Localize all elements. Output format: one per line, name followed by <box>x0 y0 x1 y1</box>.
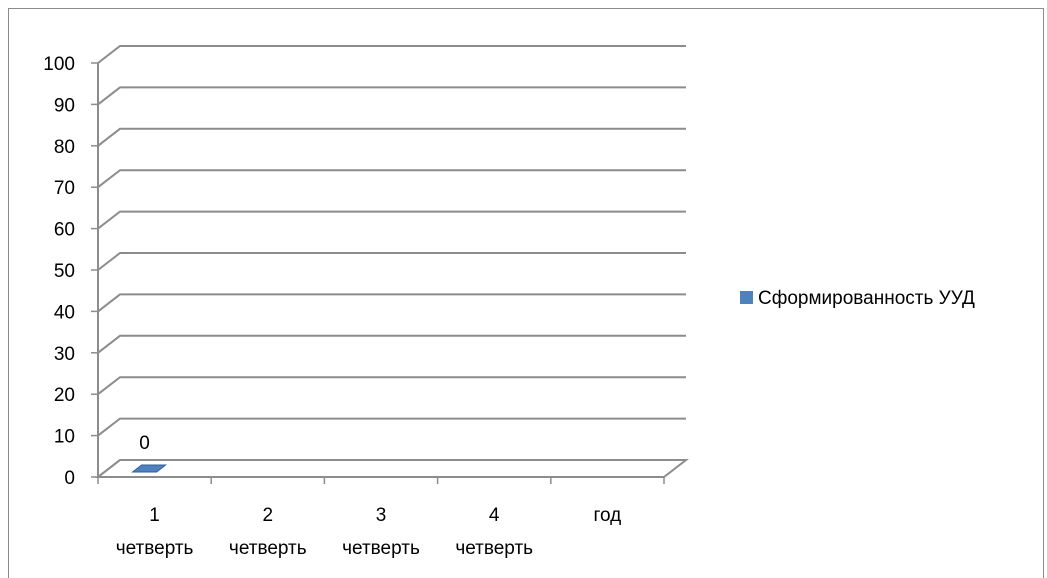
x-tick-label: четверть <box>229 538 307 559</box>
legend-label: Сформированность УУД <box>758 288 975 309</box>
gridline <box>97 169 686 188</box>
x-tick-label: 4 <box>489 505 500 526</box>
gridlines <box>97 45 686 478</box>
y-tick-label: 50 <box>54 261 75 282</box>
y-tick-label: 60 <box>54 220 75 241</box>
gridline <box>97 293 686 313</box>
gridline <box>97 210 686 230</box>
axes <box>91 62 689 484</box>
x-tick-label: 3 <box>376 505 387 526</box>
gridline <box>97 45 686 64</box>
bar-top <box>131 464 168 473</box>
x-tick-label: 2 <box>263 505 274 526</box>
x-tick-label: четверть <box>455 538 533 559</box>
y-tick-label: 20 <box>54 385 75 406</box>
data-label: 0 <box>139 433 150 454</box>
x-tick-label: 1 <box>149 505 160 526</box>
gridline <box>97 252 686 271</box>
y-tick-label: 30 <box>54 344 75 365</box>
legend-swatch <box>740 291 753 304</box>
floor <box>95 459 689 478</box>
gridline <box>97 127 686 147</box>
y-tick-label: 10 <box>54 427 75 448</box>
labels: 01020304050607080901001четверть2четверть… <box>43 54 621 559</box>
y-tick-label: 40 <box>54 302 75 323</box>
y-tick-label: 70 <box>54 178 75 199</box>
chart-frame <box>8 8 1044 578</box>
y-tick-label: 100 <box>43 54 75 75</box>
gridline <box>97 417 686 437</box>
x-tick-label: четверть <box>342 538 420 559</box>
gridline <box>97 459 686 478</box>
y-tick-label: 80 <box>54 137 75 158</box>
gridline <box>97 376 686 395</box>
legend: Сформированность УУД <box>740 288 975 309</box>
x-tick-label: год <box>594 505 622 526</box>
bars <box>131 464 168 473</box>
x-tick-label: четверть <box>116 538 194 559</box>
y-tick-label: 90 <box>54 95 75 116</box>
gridline <box>97 334 686 354</box>
y-tick-label: 0 <box>64 468 75 489</box>
gridline <box>97 86 686 106</box>
